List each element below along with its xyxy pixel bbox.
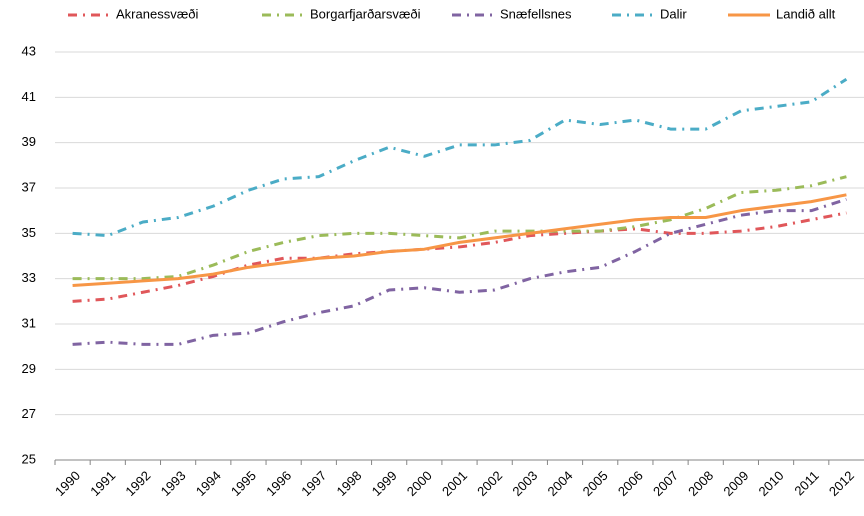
x-tick-label: 2010 bbox=[756, 468, 787, 499]
y-tick-label: 41 bbox=[22, 89, 36, 104]
legend-label: Snæfellsnes bbox=[500, 6, 572, 21]
y-tick-label: 37 bbox=[22, 179, 36, 194]
x-tick-label: 1998 bbox=[333, 468, 364, 499]
series-line bbox=[72, 197, 847, 346]
x-tick-label: 2006 bbox=[615, 468, 646, 499]
legend-label: Dalir bbox=[660, 6, 687, 21]
x-tick-label: 2000 bbox=[404, 468, 435, 499]
x-tick-label: 1994 bbox=[193, 468, 224, 499]
x-tick-label: 1991 bbox=[87, 468, 118, 499]
x-tick-label: 2008 bbox=[685, 468, 716, 499]
x-tick-label: 1990 bbox=[52, 468, 83, 499]
series-line bbox=[72, 77, 848, 238]
y-tick-label: 27 bbox=[22, 406, 36, 421]
y-tick-label: 35 bbox=[22, 225, 36, 240]
x-tick-label: 1992 bbox=[122, 468, 153, 499]
x-tick-label: 2005 bbox=[580, 468, 611, 499]
x-tick-label: 2007 bbox=[650, 468, 681, 499]
x-tick-label: 1995 bbox=[228, 468, 259, 499]
x-tick-label: 2009 bbox=[720, 468, 751, 499]
series-line bbox=[72, 211, 847, 303]
x-tick-label: 2001 bbox=[439, 468, 470, 499]
y-tick-label: 25 bbox=[22, 451, 36, 466]
x-tick-label: 2003 bbox=[509, 468, 540, 499]
y-tick-label: 31 bbox=[22, 315, 36, 330]
x-tick-label: 1999 bbox=[369, 468, 400, 499]
x-tick-label: 2002 bbox=[474, 468, 505, 499]
legend-label: Landið allt bbox=[776, 6, 836, 21]
legend-label: Akranessvæði bbox=[116, 6, 198, 21]
x-tick-label: 1993 bbox=[158, 468, 189, 499]
legend-label: Borgarfjarðarsvæði bbox=[310, 6, 421, 21]
y-tick-label: 29 bbox=[22, 361, 36, 376]
y-tick-label: 39 bbox=[22, 134, 36, 149]
x-tick-label: 1997 bbox=[298, 468, 329, 499]
x-tick-label: 2012 bbox=[826, 468, 857, 499]
x-tick-label: 1996 bbox=[263, 468, 294, 499]
series-line bbox=[72, 193, 847, 287]
y-tick-label: 33 bbox=[22, 270, 36, 285]
x-tick-label: 2004 bbox=[545, 468, 576, 499]
series-line bbox=[72, 175, 847, 281]
x-tick-label: 2011 bbox=[791, 468, 821, 498]
y-tick-label: 43 bbox=[22, 43, 36, 58]
